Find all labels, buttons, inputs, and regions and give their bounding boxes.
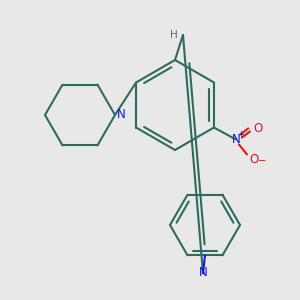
Text: O: O bbox=[253, 122, 262, 135]
Text: −: − bbox=[258, 155, 266, 166]
Text: +: + bbox=[238, 130, 244, 139]
Text: N: N bbox=[117, 109, 126, 122]
Text: H: H bbox=[170, 30, 178, 40]
Text: N: N bbox=[199, 266, 207, 279]
Text: N: N bbox=[232, 133, 240, 146]
Text: O: O bbox=[249, 153, 259, 166]
